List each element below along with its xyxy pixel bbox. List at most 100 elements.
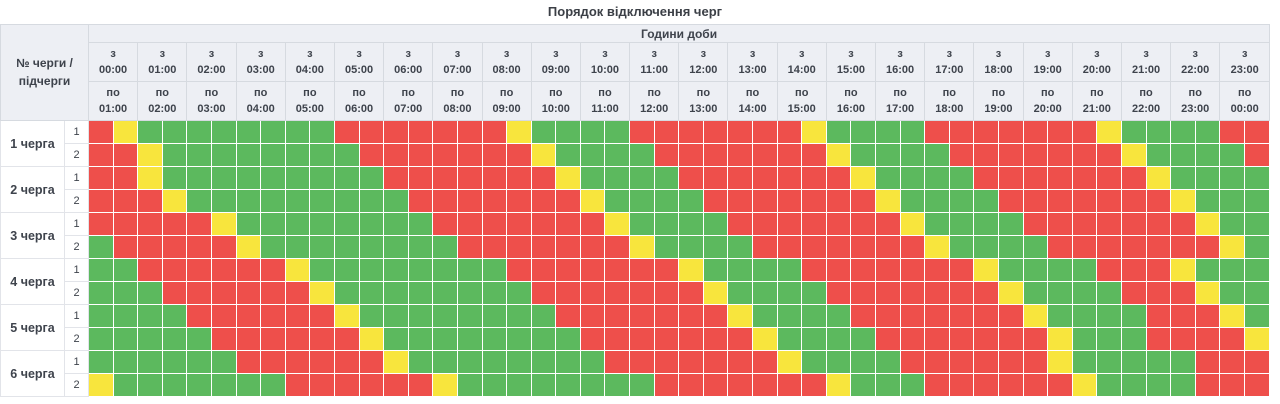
- schedule-cell-q6s2-h41: [1096, 373, 1122, 397]
- schedule-cell-q4s2-h31: [850, 281, 877, 305]
- schedule-cell-q4s1-h4: [186, 258, 212, 282]
- schedule-cell-q2s1-h18: [530, 166, 557, 190]
- schedule-cell-q1s2-h30: [825, 143, 852, 167]
- schedule-cell-q5s2-h11: [358, 327, 385, 351]
- schedule-cell-q2s2-h24: [678, 189, 704, 213]
- schedule-cell-q5s1-h40: [1071, 304, 1098, 328]
- schedule-cell-q6s2-h5: [210, 373, 237, 397]
- schedule-cell-q2s2-h18: [530, 189, 557, 213]
- schedule-cell-q5s2-h29: [801, 327, 827, 351]
- schedule-cell-q5s1-h31: [850, 304, 877, 328]
- hour-header-to-14: по 15:00: [776, 81, 827, 121]
- schedule-cell-q5s2-h44: [1170, 327, 1196, 351]
- schedule-cell-q3s1-h18: [530, 212, 557, 236]
- schedule-cell-q4s1-h30: [825, 258, 852, 282]
- schedule-cell-q6s1-h45: [1194, 350, 1221, 374]
- schedule-cell-q2s2-h40: [1071, 189, 1098, 213]
- schedule-cell-q5s1-h15: [456, 304, 483, 328]
- schedule-cell-q6s2-h42: [1120, 373, 1147, 397]
- schedule-cell-q2s1-h36: [973, 166, 999, 190]
- schedule-cell-q6s2-h8: [284, 373, 311, 397]
- schedule-cell-q3s1-h20: [579, 212, 606, 236]
- schedule-cell-q5s2-h16: [481, 327, 508, 351]
- schedule-cell-q5s2-h40: [1071, 327, 1098, 351]
- schedule-cell-q6s2-h22: [629, 373, 655, 397]
- schedule-cell-q5s1-h35: [948, 304, 975, 328]
- schedule-cell-q3s1-h6: [235, 212, 262, 236]
- schedule-cell-q4s1-h22: [629, 258, 655, 282]
- queue-label-3: 3 черга: [0, 212, 65, 259]
- schedule-cell-q1s2-h20: [579, 143, 606, 167]
- queue-row-6-2: 2: [1, 373, 1271, 397]
- subqueue-label-2-1: 1: [63, 166, 90, 190]
- schedule-cell-q1s2-h40: [1071, 143, 1098, 167]
- schedule-cell-q4s2-h23: [653, 281, 680, 305]
- schedule-cell-q6s1-h13: [407, 350, 434, 374]
- schedule-cell-q6s1-h25: [702, 350, 729, 374]
- schedule-cell-q6s2-h38: [1022, 373, 1049, 397]
- schedule-cell-q1s2-h21: [604, 143, 631, 167]
- schedule-cell-q4s1-h45: [1194, 258, 1221, 282]
- hour-header-from-17: з 17:00: [924, 42, 975, 82]
- hour-header-from-7: з 07:00: [432, 42, 483, 82]
- schedule-cell-q1s1-h10: [333, 120, 360, 144]
- schedule-cell-q2s2-h7: [260, 189, 286, 213]
- schedule-cell-q5s1-h45: [1194, 304, 1221, 328]
- hour-header-to-15: по 16:00: [825, 81, 877, 121]
- hour-header-from-23: з 23:00: [1219, 42, 1271, 82]
- schedule-cell-q4s2-h32: [875, 281, 901, 305]
- schedule-cell-q4s2-h45: [1194, 281, 1221, 305]
- schedule-cell-q5s1-h22: [629, 304, 655, 328]
- schedule-cell-q1s1-h2: [137, 120, 163, 144]
- schedule-cell-q1s2-h46: [1219, 143, 1245, 167]
- schedule-cell-q2s2-h41: [1096, 189, 1122, 213]
- subqueue-label-1-2: 2: [63, 143, 90, 167]
- schedule-cell-q6s2-h4: [186, 373, 212, 397]
- schedule-cell-q1s1-h29: [801, 120, 827, 144]
- schedule-cell-q6s2-h21: [604, 373, 631, 397]
- schedule-cell-q4s1-h18: [530, 258, 557, 282]
- schedule-cell-q1s2-h13: [407, 143, 434, 167]
- schedule-cell-q5s1-h24: [678, 304, 704, 328]
- schedule-cell-q4s2-h26: [727, 281, 754, 305]
- schedule-cell-q4s1-h16: [481, 258, 508, 282]
- schedule-cell-q6s2-h25: [702, 373, 729, 397]
- schedule-cell-q6s1-h37: [997, 350, 1024, 374]
- schedule-cell-q4s2-h30: [825, 281, 852, 305]
- hour-header-to-13: по 14:00: [727, 81, 778, 121]
- schedule-cell-q4s2-h25: [702, 281, 729, 305]
- schedule-cell-q2s1-h37: [997, 166, 1024, 190]
- schedule-cell-q6s2-h30: [825, 373, 852, 397]
- schedule-cell-q4s2-h3: [161, 281, 188, 305]
- schedule-cell-q6s2-h43: [1145, 373, 1172, 397]
- schedule-cell-q2s1-h7: [260, 166, 286, 190]
- schedule-cell-q2s2-h46: [1219, 189, 1245, 213]
- schedule-cell-q1s2-h10: [333, 143, 360, 167]
- schedule-cell-q2s2-h29: [801, 189, 827, 213]
- hour-header-from-16: з 16:00: [875, 42, 926, 82]
- hour-header-from-0: з 00:00: [88, 42, 139, 82]
- schedule-cell-q5s1-h37: [997, 304, 1024, 328]
- schedule-cell-q3s2-h41: [1096, 235, 1122, 259]
- schedule-cell-q6s1-h3: [161, 350, 188, 374]
- schedule-cell-q5s2-h47: [1243, 327, 1271, 351]
- schedule-cell-q5s1-h10: [333, 304, 360, 328]
- schedule-cell-q5s2-h25: [702, 327, 729, 351]
- schedule-cell-q6s2-h6: [235, 373, 262, 397]
- subqueue-label-4-2: 2: [63, 281, 90, 305]
- schedule-cell-q2s2-h10: [333, 189, 360, 213]
- schedule-cell-q3s1-h8: [284, 212, 311, 236]
- schedule-cell-q3s2-h16: [481, 235, 508, 259]
- schedule-cell-q1s1-h27: [752, 120, 778, 144]
- schedule-cell-q1s2-h28: [776, 143, 803, 167]
- schedule-cell-q4s1-h8: [284, 258, 311, 282]
- schedule-cell-q6s1-h28: [776, 350, 803, 374]
- schedule-cell-q6s1-h44: [1170, 350, 1196, 374]
- schedule-cell-q4s2-h12: [383, 281, 409, 305]
- schedule-cell-q4s2-h11: [358, 281, 385, 305]
- schedule-cell-q1s1-h16: [481, 120, 508, 144]
- queue-label-4: 4 черга: [0, 258, 65, 305]
- queue-row-4-2: 2: [1, 281, 1271, 305]
- schedule-cell-q4s1-h38: [1022, 258, 1049, 282]
- schedule-cell-q2s1-h29: [801, 166, 827, 190]
